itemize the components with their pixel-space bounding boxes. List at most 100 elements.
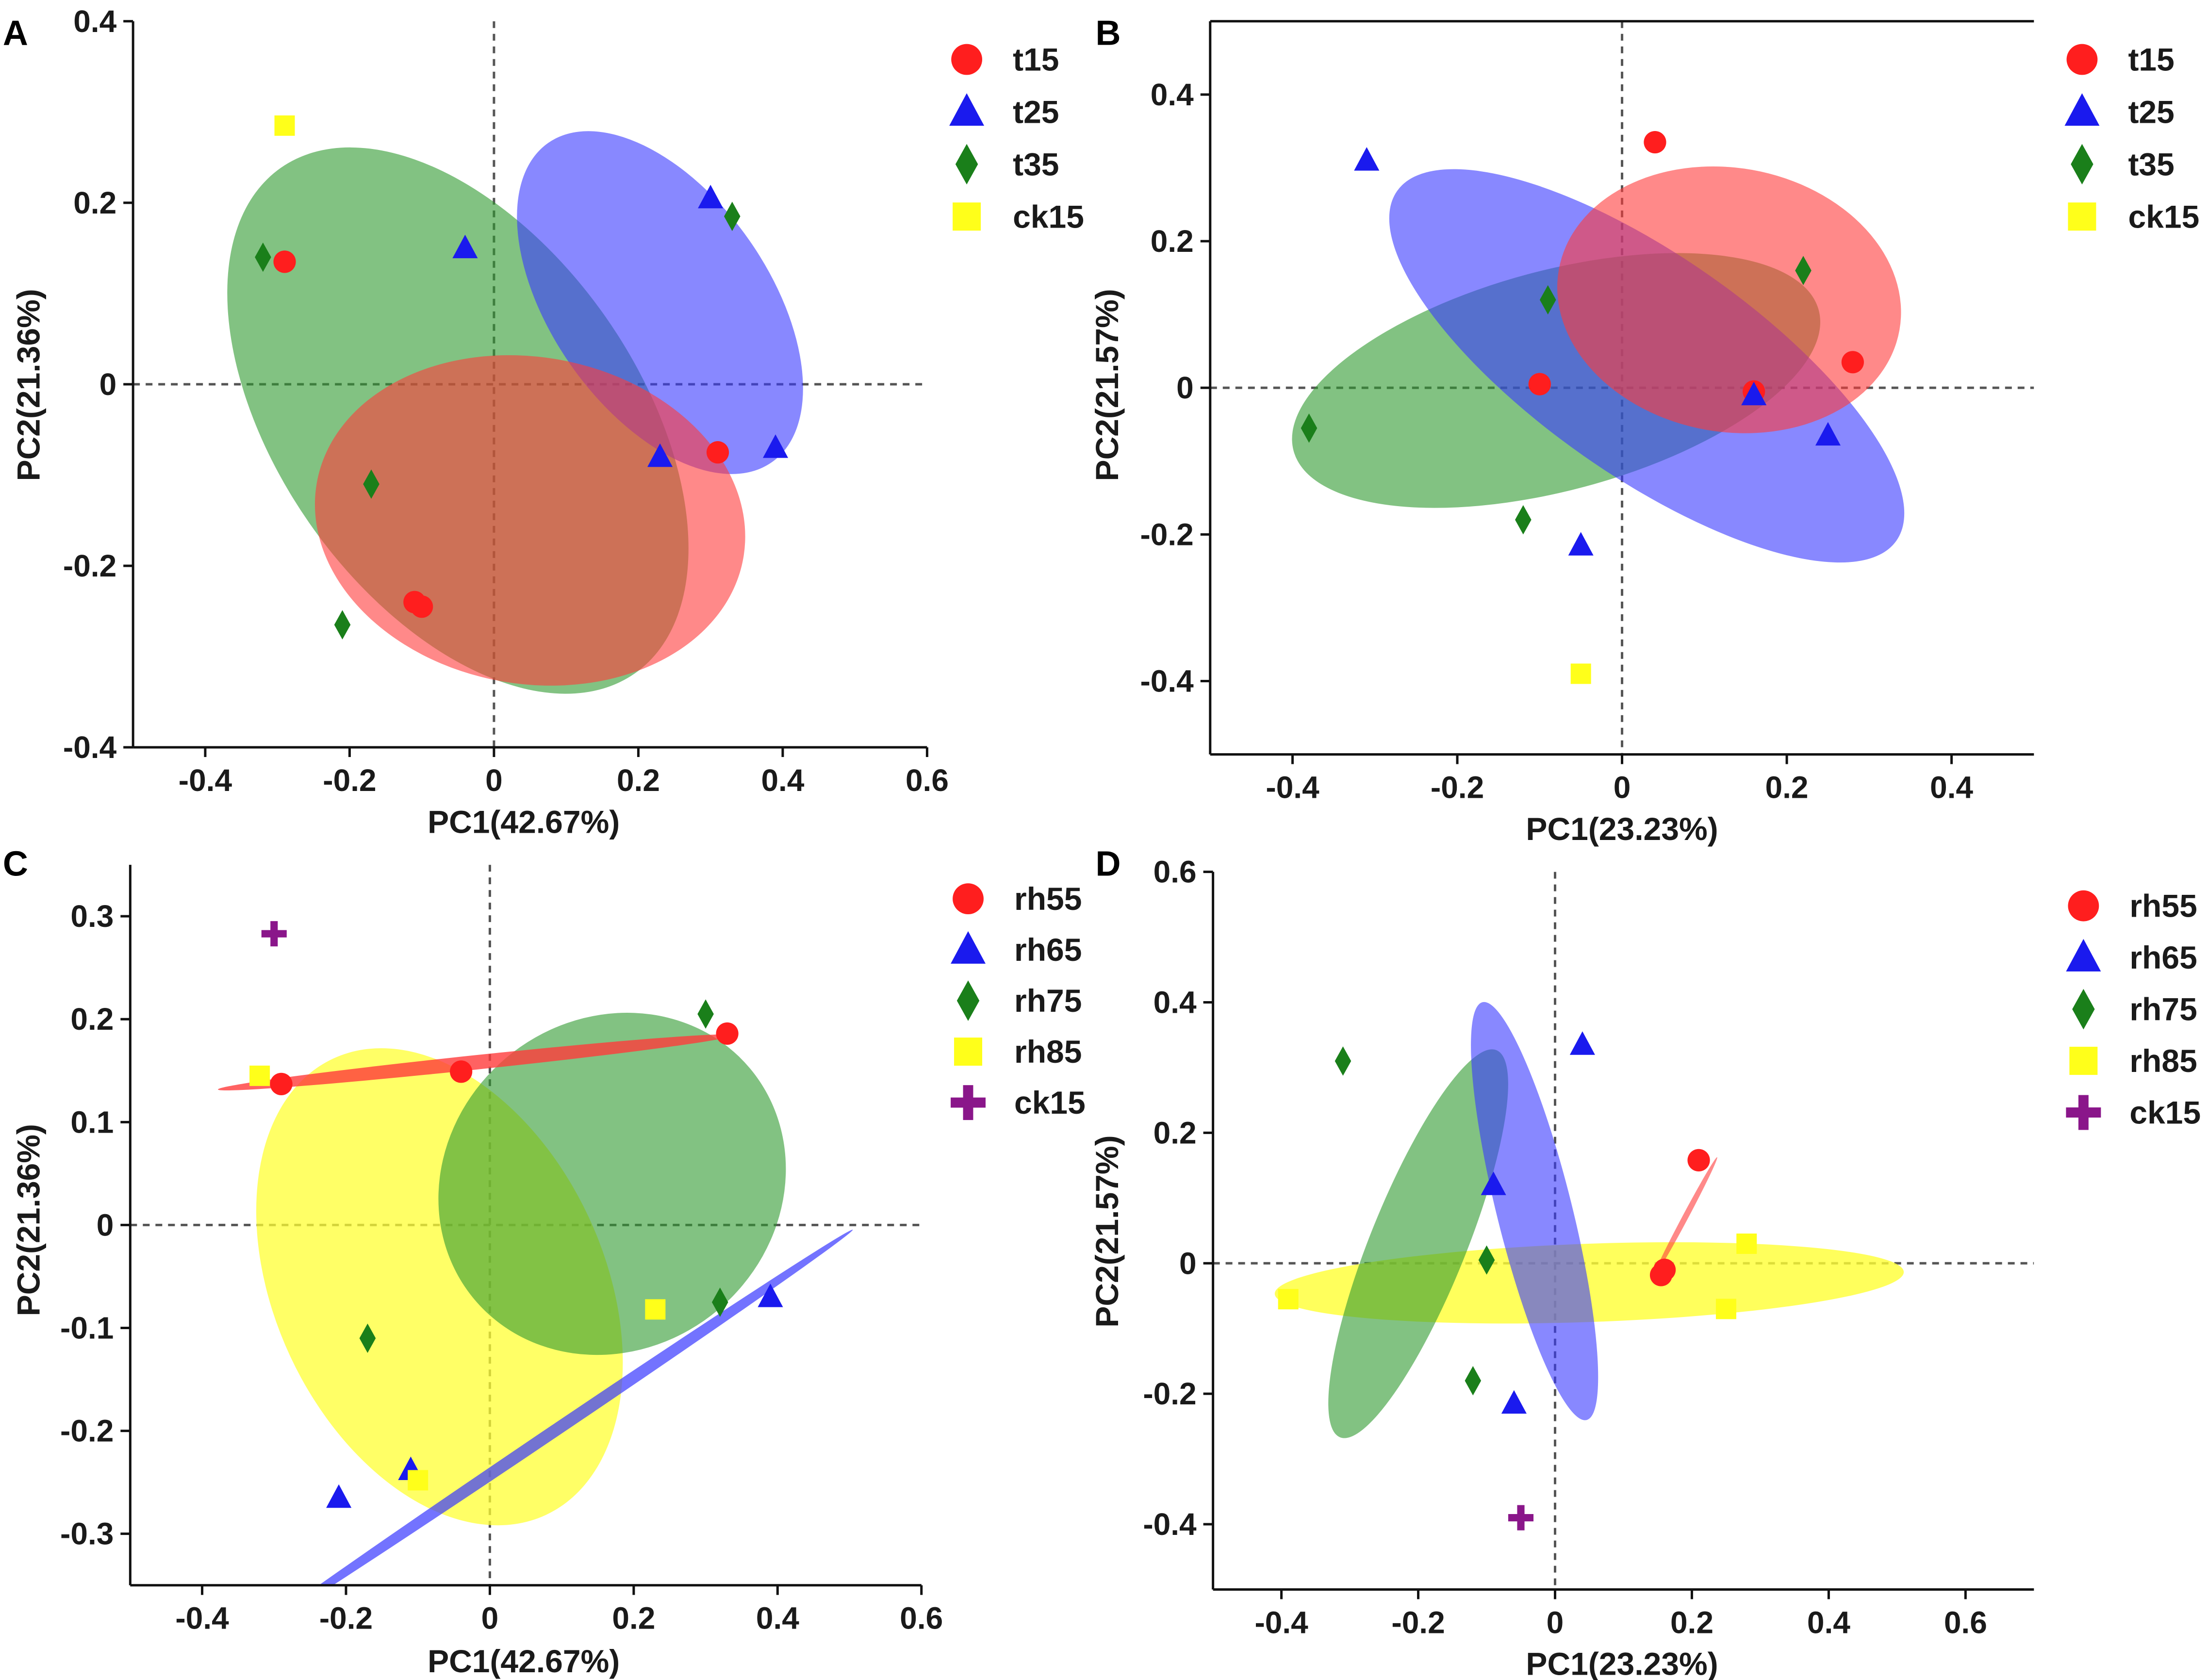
x-axis-title-d: PC1(23.23%) [1526, 1646, 1718, 1680]
x-tick-label-b-2: 0 [1614, 770, 1631, 805]
x-tick-label-b-4: 0.4 [1930, 770, 1973, 805]
x-tick-label-c-2: 0 [481, 1601, 499, 1636]
legend-marker-t35-a [955, 144, 978, 185]
point-t35-1-a [255, 242, 271, 272]
legend-label-ck15-a: ck15 [1013, 198, 1084, 234]
x-tick-label-a-5: 0.6 [906, 763, 949, 798]
point-rh55-3-c [716, 1022, 739, 1045]
ellipse-rh65-d [1471, 1002, 1598, 1420]
y-tick-label-c-3: 0 [97, 1207, 114, 1242]
legend-marker-rh65-c [951, 931, 986, 964]
ellipse-rh75-d [1328, 1049, 1508, 1438]
point-t15-1-b [1644, 131, 1666, 154]
point-rh85-1-d [1278, 1289, 1299, 1310]
legend-marker-t15-b [2066, 44, 2098, 75]
plot-area-d [1213, 872, 2034, 1590]
legend-marker-rh65-d [2066, 939, 2101, 972]
point-ck15-1-d [1508, 1505, 1534, 1531]
panel-label-d: D [1096, 845, 1121, 884]
y-tick-label-d-0: -0.4 [1143, 1507, 1197, 1542]
ellipse-rh75-c [438, 1012, 786, 1355]
legend-marker-rh75-c [956, 980, 980, 1021]
x-tick-label-c-1: -0.2 [319, 1601, 373, 1636]
legend-marker-t25-a [949, 93, 985, 126]
y-axis-title-b: PC2(21.57%) [1089, 289, 1125, 481]
y-axis-title-c: PC2(21.36%) [11, 1124, 47, 1316]
x-tick-label-d-2: 0 [1547, 1605, 1564, 1640]
legend-label-rh55-c: rh55 [1014, 881, 1082, 917]
point-t25-1-b [1354, 147, 1380, 171]
legend-marker-ck15-a [953, 202, 981, 231]
point-rh75-1-c [697, 999, 714, 1029]
x-tick-label-c-4: 0.4 [756, 1601, 799, 1636]
ellipse-t25-a [517, 131, 803, 474]
y-tick-label-c-1: -0.2 [60, 1414, 114, 1449]
point-rh75-2-c [359, 1323, 376, 1353]
legend-label-ck15-c: ck15 [1014, 1085, 1086, 1120]
y-tick-label-b-0: -0.4 [1140, 664, 1194, 699]
plot-area-b [1210, 21, 2034, 755]
y-tick-label-c-0: -0.3 [60, 1516, 114, 1551]
point-t35-2-a [724, 201, 741, 231]
point-rh65-1-c [326, 1484, 352, 1508]
x-tick-label-b-3: 0.2 [1765, 770, 1809, 805]
y-tick-label-b-1: -0.2 [1140, 517, 1193, 552]
point-rh85-2-c [645, 1299, 666, 1320]
panel-a: -0.4 -0.2 0 0.2 0.4 0.6 -0.4 -0.2 0 0.2 0.4 PC1(42.… [3, 4, 1084, 840]
point-t25-4-b [1568, 532, 1594, 556]
y-tick-label-d-1: -0.2 [1143, 1376, 1196, 1411]
legend-c: rh55 rh65 rh75 rh85 ck15 [951, 881, 1086, 1120]
legend-label-t15-b: t15 [2128, 42, 2174, 78]
point-rh75-3-c [711, 1287, 728, 1317]
point-t35-1-b [1795, 256, 1812, 285]
point-rh75-2-d [1478, 1245, 1495, 1275]
point-ck15-1-c [261, 921, 287, 947]
panel-label-c: C [3, 845, 28, 884]
x-axis-title-a: PC1(42.67%) [428, 804, 620, 840]
y-tick-label-b-2: 0 [1176, 370, 1194, 405]
point-rh55-2-c [450, 1060, 473, 1083]
y-tick-label-c-2: -0.1 [60, 1310, 114, 1345]
point-t15-2-b [1528, 373, 1551, 395]
panel-label-b: B [1096, 14, 1121, 53]
legend-label-rh65-c: rh65 [1014, 932, 1082, 968]
point-rh85-1-c [249, 1065, 270, 1086]
x-tick-label-b-1: -0.2 [1431, 770, 1484, 805]
point-rh55-1-c [270, 1072, 293, 1095]
point-t25-3-b [1815, 422, 1841, 446]
point-t35-3-b [1301, 413, 1318, 443]
point-rh85-3-d [1715, 1299, 1736, 1319]
legend-marker-ck15-d [2066, 1095, 2101, 1130]
legend-label-t25-b: t25 [2128, 94, 2174, 130]
legend-label-rh65-d: rh65 [2129, 939, 2197, 975]
legend-label-rh85-d: rh85 [2129, 1043, 2197, 1079]
x-tick-label-a-3: 0.2 [617, 763, 660, 798]
legend-label-t35-b: t35 [2128, 146, 2174, 182]
y-tick-label-a-3: 0.2 [73, 185, 116, 220]
point-rh65-3-c [758, 1284, 783, 1307]
x-tick-label-c-5: 0.6 [900, 1601, 943, 1636]
legend-marker-rh85-c [954, 1038, 983, 1066]
point-t25-2-a [698, 184, 724, 209]
legend-label-rh75-c: rh75 [1014, 983, 1082, 1019]
legend-label-ck15-b: ck15 [2128, 198, 2199, 234]
legend-label-ck15-d: ck15 [2129, 1095, 2201, 1131]
y-tick-label-a-1: -0.2 [63, 548, 116, 583]
x-axis-title-c: PC1(42.67%) [428, 1643, 620, 1679]
point-t25-2-b [1741, 381, 1767, 406]
legend-a: t15 t25 t35 ck15 [949, 42, 1084, 234]
x-tick-label-b-0: -0.4 [1266, 770, 1319, 805]
point-t15-4-a [411, 595, 433, 618]
legend-label-t15-a: t15 [1013, 42, 1059, 78]
y-tick-label-a-2: 0 [99, 367, 117, 402]
ellipse-rh65-c [256, 1230, 853, 1585]
y-tick-label-d-3: 0.2 [1153, 1115, 1197, 1150]
plot-area-c [130, 865, 922, 1585]
y-axis-title-a: PC2(21.36%) [11, 289, 47, 481]
x-tick-label-a-2: 0 [485, 763, 503, 798]
legend-marker-t35-b [2071, 144, 2093, 185]
panel-b: -0.4 -0.2 0 0.2 0.4 -0.4 -0.2 0 0.2 0.4 PC1(23.23%… [1089, 14, 2199, 847]
point-t15-2-a [706, 441, 729, 464]
ellipse-rh55-d [1652, 1157, 1717, 1278]
y-tick-label-b-3: 0.2 [1151, 224, 1194, 259]
